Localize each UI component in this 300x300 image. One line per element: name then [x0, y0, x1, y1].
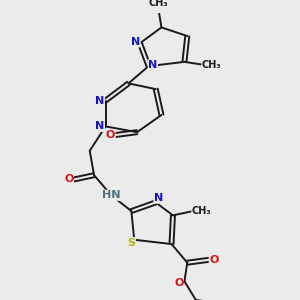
- Text: N: N: [148, 60, 158, 70]
- Text: N: N: [95, 122, 104, 131]
- Text: O: O: [106, 130, 115, 140]
- Text: O: O: [64, 175, 74, 184]
- Text: HN: HN: [102, 190, 121, 200]
- Text: N: N: [95, 96, 104, 106]
- Text: O: O: [209, 255, 219, 265]
- Text: CH₃: CH₃: [192, 206, 212, 216]
- Text: N: N: [131, 37, 140, 47]
- Text: CH₃: CH₃: [149, 0, 168, 8]
- Text: O: O: [174, 278, 183, 288]
- Text: S: S: [128, 238, 135, 248]
- Text: CH₃: CH₃: [202, 60, 221, 70]
- Text: N: N: [154, 193, 163, 203]
